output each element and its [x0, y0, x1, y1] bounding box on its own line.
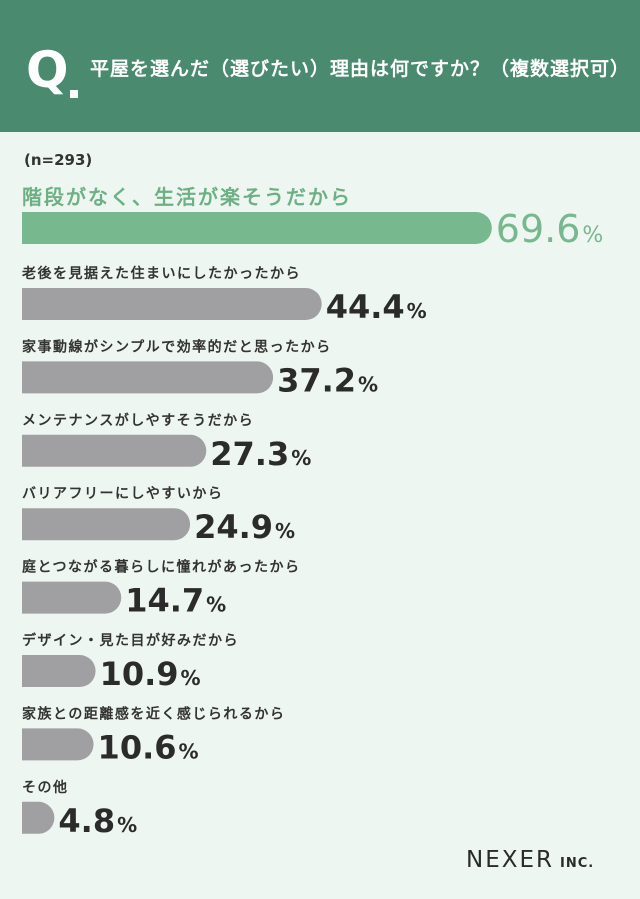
value-label-6: 10.9%	[100, 655, 201, 693]
category-label-3: メンテナンスがしやすそうだから	[22, 412, 254, 429]
value-label-1: 44.4%	[326, 288, 427, 326]
value-label-8: 4.8%	[58, 802, 137, 840]
question-mark-dot	[70, 90, 78, 98]
value-number-2: 37.2	[277, 361, 356, 399]
value-unit-1: %	[407, 299, 427, 323]
value-number-3: 27.3	[210, 435, 289, 473]
value-number-8: 4.8	[58, 802, 115, 840]
bar-1	[22, 288, 322, 320]
header-banner: Q 平屋を選んだ（選びたい）理由は何ですか？（複数選択可）	[0, 0, 640, 132]
value-unit-2: %	[358, 372, 378, 396]
value-label-7: 10.6%	[98, 728, 199, 766]
category-label-8: その他	[22, 779, 69, 796]
value-number-7: 10.6	[98, 728, 177, 766]
bar-4	[22, 508, 191, 541]
bar-5	[22, 581, 122, 614]
value-unit-6: %	[181, 666, 201, 690]
question-mark-label: Q	[26, 41, 69, 99]
category-label-1: 老後を見据えた住まいにしたかったから	[22, 265, 301, 282]
question-text: 平屋を選んだ（選びたい）理由は何ですか？（複数選択可）	[90, 58, 631, 80]
bar-8	[22, 801, 55, 834]
value-unit-4: %	[275, 519, 295, 543]
bar-7	[22, 728, 94, 761]
value-unit-0: %	[582, 223, 603, 248]
category-label-7: 家族との距離感を近く感じられるから	[22, 705, 285, 722]
value-unit-3: %	[291, 446, 311, 470]
brand-suffix: INC.	[560, 856, 595, 871]
category-label-0: 階段がなく、生活が楽そうだから	[22, 185, 352, 209]
value-number-1: 44.4	[326, 288, 405, 326]
value-label-2: 37.2%	[277, 361, 378, 399]
sample-size-label: (n=293)	[24, 151, 93, 169]
category-label-2: 家事動線がシンプルで効率的だと思ったから	[22, 338, 332, 355]
category-label-6: デザイン・見た目が好みだから	[22, 632, 239, 649]
brand-logo: NEXER INC.	[466, 846, 594, 878]
value-number-0: 69.6	[496, 207, 581, 251]
bar-0	[22, 212, 492, 244]
category-label-5: 庭とつながる暮らしに憧れがあったから	[22, 559, 300, 576]
bar-2	[22, 361, 274, 394]
bar-3	[22, 434, 207, 467]
brand-name: NEXER	[466, 847, 555, 873]
value-unit-8: %	[117, 813, 137, 837]
value-unit-7: %	[179, 739, 199, 763]
value-unit-5: %	[206, 593, 226, 617]
value-label-3: 27.3%	[210, 435, 311, 473]
value-label-0: 69.6%	[496, 207, 604, 251]
value-number-4: 24.9	[194, 508, 273, 546]
value-label-5: 14.7%	[125, 582, 226, 620]
value-number-5: 14.7	[125, 582, 204, 620]
value-number-6: 10.9	[100, 655, 179, 693]
bar-6	[22, 655, 96, 687]
category-label-4: バリアフリーにしやすいから	[22, 486, 223, 502]
value-label-4: 24.9%	[194, 508, 295, 546]
